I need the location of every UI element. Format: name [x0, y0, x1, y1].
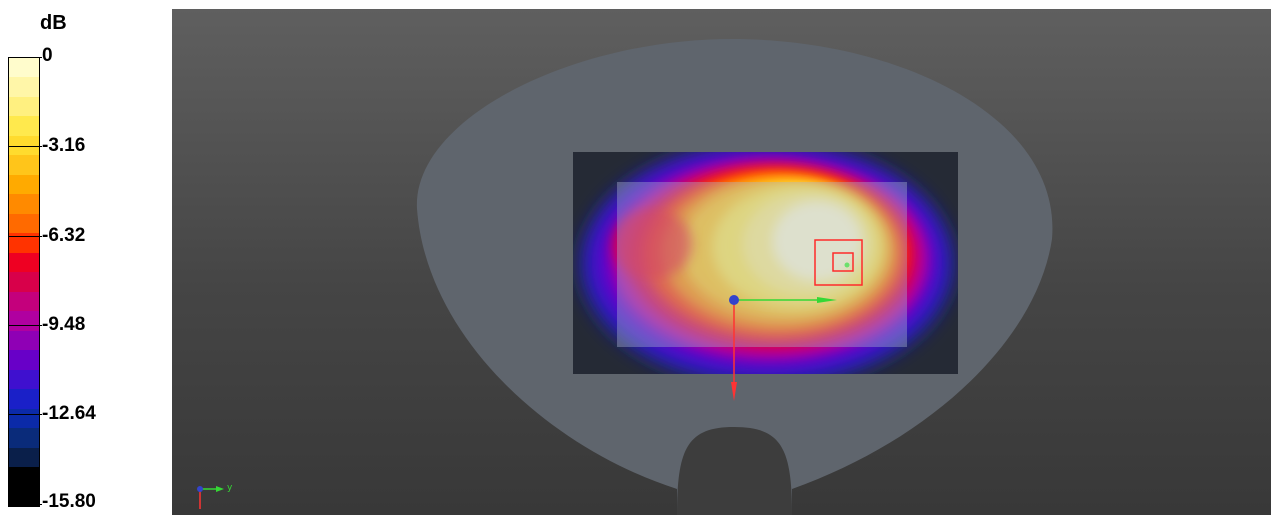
tick-mark [38, 57, 42, 58]
colorbar-band [9, 330, 39, 351]
tick-label-0: 0 [42, 45, 53, 66]
colorbar-band [9, 486, 39, 507]
legend-unit: dB [40, 12, 67, 34]
tick-mark [8, 414, 42, 415]
overlay-panel [617, 182, 907, 347]
origin-marker[interactable] [729, 295, 739, 305]
tick-mark [8, 146, 42, 147]
colorbar-band [9, 350, 39, 371]
colorbar-band [9, 233, 39, 254]
tick-mark [38, 504, 42, 505]
colorbar-band [9, 291, 39, 312]
colorbar-band [9, 116, 39, 137]
tick-mark [8, 325, 42, 326]
probe-inner-square[interactable] [832, 252, 854, 272]
colorbar-band [9, 58, 39, 79]
z-axis-arrow-icon [731, 382, 737, 401]
colorbar-band [9, 408, 39, 429]
probe-dot [844, 262, 850, 268]
colorbar-band [9, 155, 39, 176]
colorbar-band [9, 252, 39, 273]
tick-label-4: -12.64 [42, 403, 96, 424]
color-legend: dB 0 -3.16 -6.32 -9.48 -12.64 -15.80 [0, 0, 172, 515]
colorbar-band [9, 96, 39, 118]
colorbar-band [9, 77, 39, 98]
probe-outer-square[interactable] [814, 239, 863, 286]
colorbar-band [9, 135, 39, 156]
tick-label-1: -3.16 [42, 135, 86, 156]
colorbar-band [9, 428, 39, 449]
3d-viewport[interactable]: y [172, 9, 1271, 515]
colorbar-band [9, 194, 39, 215]
tick-label-3: -9.48 [42, 314, 86, 335]
colorbar [8, 57, 40, 507]
colorbar-band [9, 467, 39, 488]
axis-label-y: y [227, 483, 233, 493]
colorbar-band [9, 213, 39, 234]
colorbar-band [9, 272, 39, 293]
colorbar-band [9, 389, 39, 410]
colorbar-band [9, 174, 39, 195]
y-axis-arrow-icon [817, 297, 837, 303]
colorbar-band [9, 311, 39, 332]
scene-canvas[interactable]: y [172, 9, 1271, 515]
tick-label-2: -6.32 [42, 225, 86, 246]
heatmap [582, 152, 952, 374]
phantom-notch [677, 427, 792, 515]
colorbar-band [9, 447, 39, 468]
tick-label-5: -15.80 [42, 491, 96, 512]
colorbar-band [9, 369, 39, 390]
tick-mark [8, 236, 42, 237]
orientation-triad [197, 486, 224, 509]
